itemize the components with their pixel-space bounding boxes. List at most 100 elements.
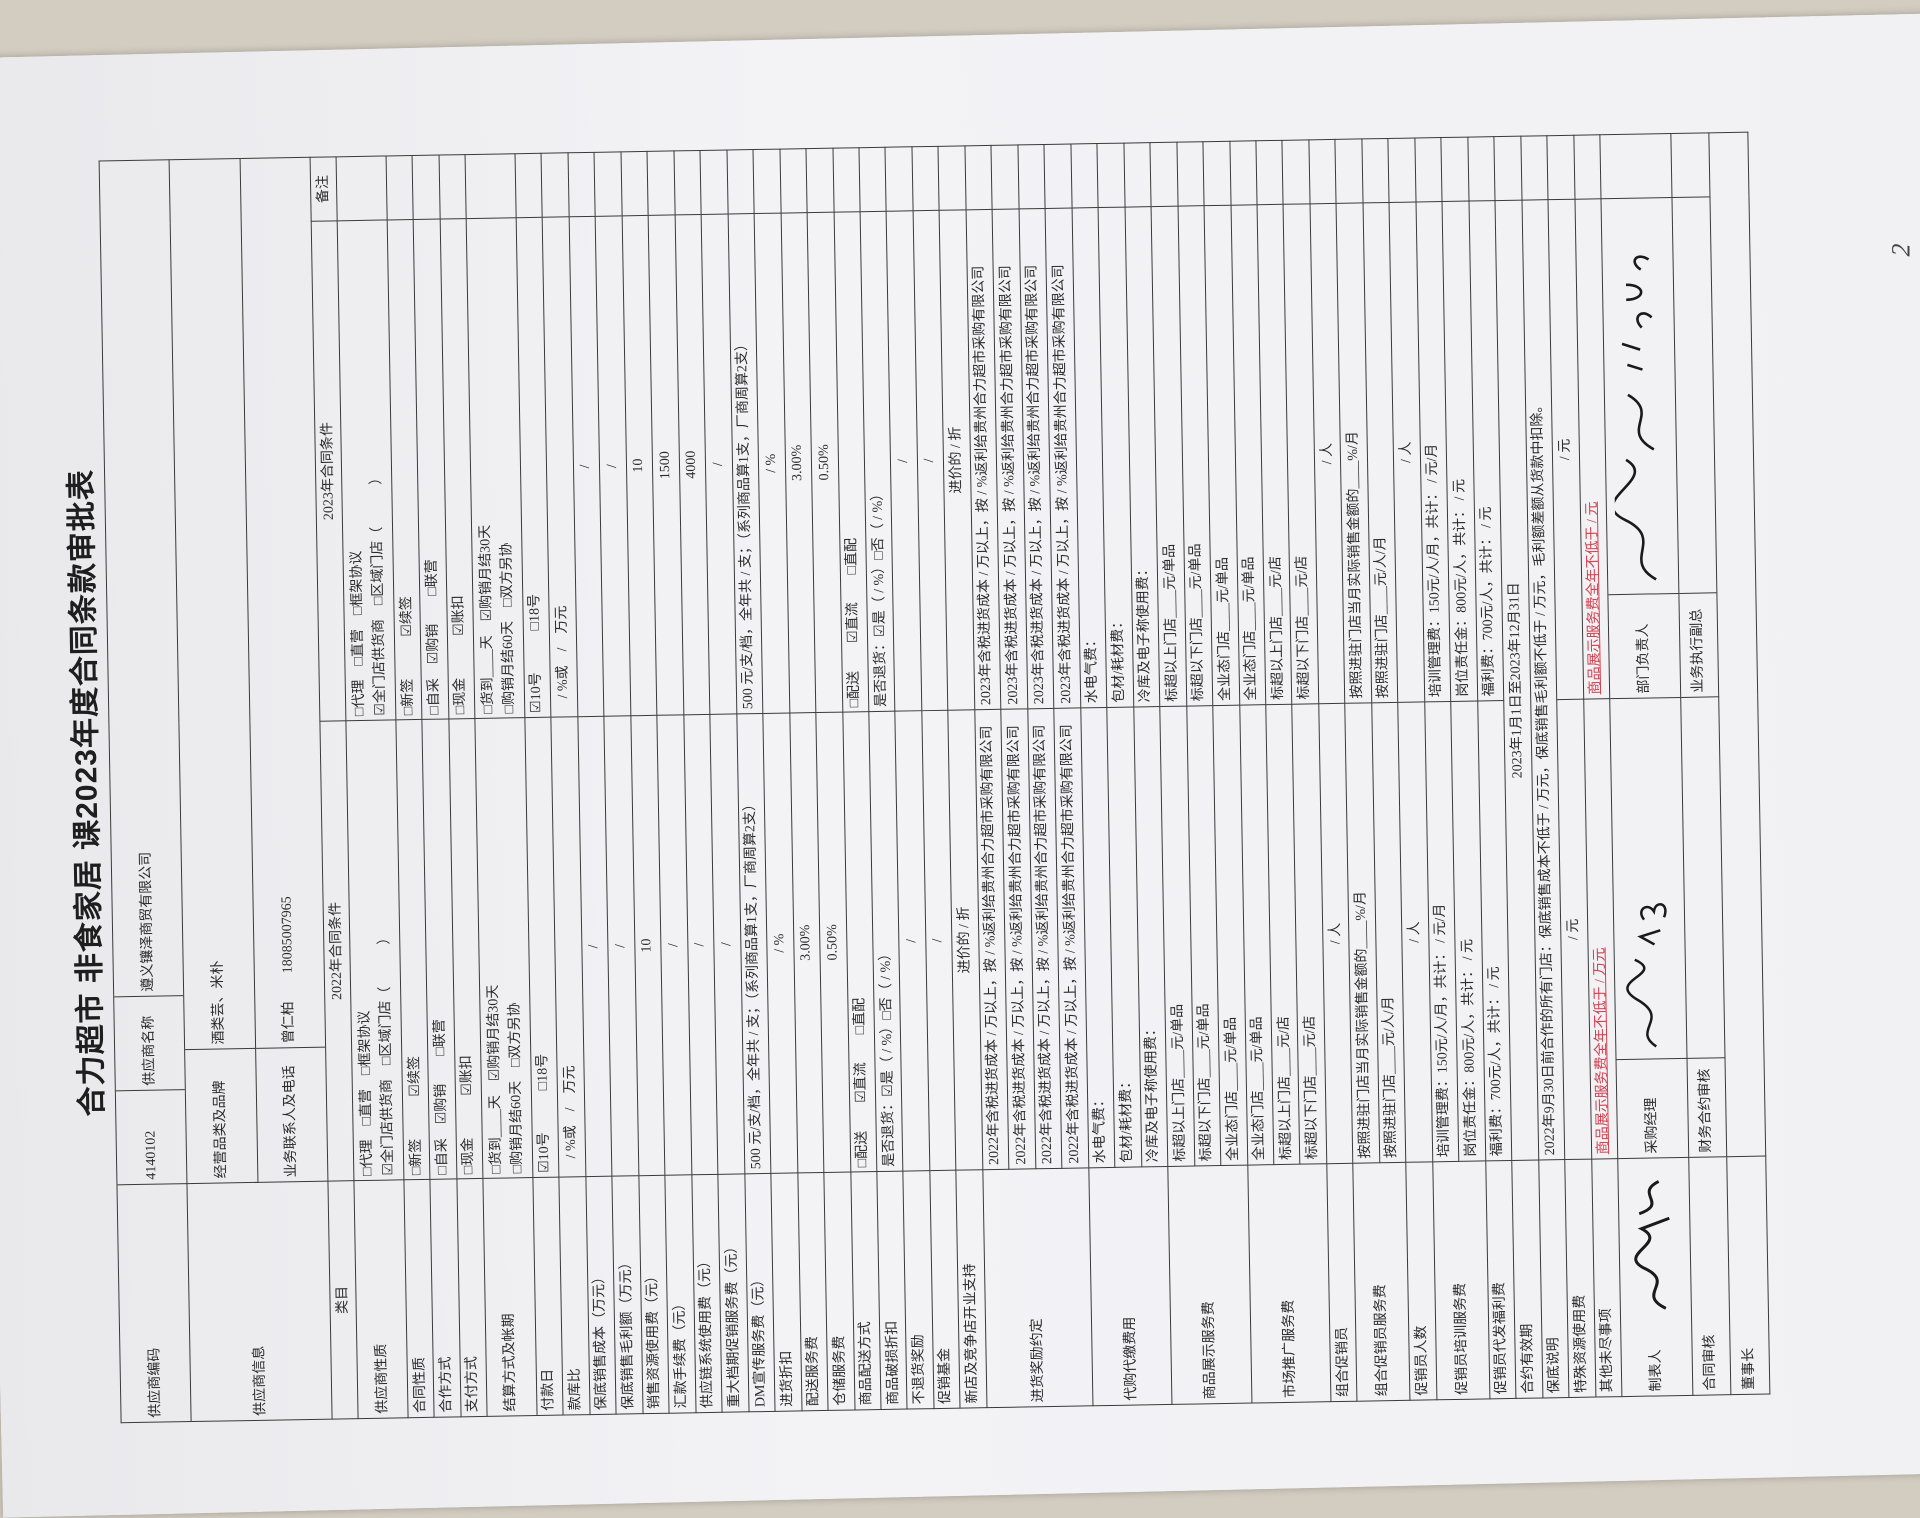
remarks-cell	[620, 151, 649, 216]
row-label: 促销基金	[929, 1170, 961, 1409]
row-label: 付款日	[532, 1177, 564, 1416]
dept-head-label: 部门负责人	[1635, 623, 1652, 694]
row-label: 款库比	[559, 1176, 590, 1416]
remarks-cell	[465, 153, 517, 219]
header-remarks: 备注	[310, 156, 338, 222]
value-2023: □代理 □直营 □框架协议 ☑全门店供货商 □区域门店（ ）	[337, 219, 396, 721]
remarks-cell	[336, 155, 388, 221]
row-label: 结算方式及帐期	[483, 1177, 537, 1417]
remarks-cell	[1282, 139, 1310, 205]
row-label: 组合促销员服务费	[1353, 1162, 1411, 1402]
form-table: 供应商编码 4140102 供应商名称 遵义镶泽商贸有限公司 供应商信息 经营品…	[99, 132, 1771, 1424]
remarks-cell	[753, 149, 781, 214]
finance-review-label: 财务合约审核	[1698, 1068, 1715, 1153]
remarks-cell	[1017, 144, 1046, 209]
supplier-info-label: 供应商信息	[187, 1181, 333, 1422]
row-label: 新店及竞争店开业支持	[956, 1169, 987, 1409]
remarks-cell	[1520, 135, 1549, 201]
remarks-cell	[1044, 143, 1072, 209]
remarks-cell	[673, 150, 702, 215]
row-label: 商品破损折扣	[876, 1171, 908, 1410]
remarks-cell	[1097, 143, 1125, 208]
row-label: 仓储服务费	[823, 1172, 855, 1411]
remarks-cell	[1123, 142, 1152, 208]
remarks-cell	[594, 151, 622, 217]
supplier-name: 遵义镶泽商贸有限公司	[99, 160, 184, 998]
contact-label: 业务联系人及电话	[282, 1065, 300, 1178]
row-label: DM宣传服务费（元）	[744, 1173, 776, 1412]
value-2022: □货到____天 ☑购销月结30天 □购销月结60天 □双方另协	[475, 717, 533, 1179]
remarks-cell	[700, 150, 728, 215]
row-label: 促销员培训服务费	[1432, 1160, 1490, 1400]
remarks-cell	[514, 153, 543, 218]
remarks-cell	[1361, 138, 1390, 203]
remarks-cell	[1308, 139, 1337, 204]
supplier-code: 4140102	[143, 1130, 159, 1180]
remarks-cell	[1202, 141, 1231, 206]
remarks-cell	[1150, 142, 1178, 207]
row-label: 合同性质	[403, 1179, 435, 1418]
red-note: 商品展示服务费全年不低于 / 万元	[1592, 947, 1612, 1155]
row-label: 支付方式	[456, 1178, 488, 1417]
remarks-cell	[1441, 137, 1469, 202]
header-category: 类目	[327, 1180, 359, 1420]
row-label: 供应商性质	[354, 1179, 409, 1419]
supplier-code-label: 供应商编码	[116, 1183, 192, 1423]
row-label: 保底销售成本（万元）	[585, 1176, 617, 1415]
remarks-cell	[1467, 136, 1496, 202]
remarks-cell	[438, 154, 467, 220]
row-label: 代购代缴费用	[1088, 1166, 1173, 1406]
purchase-manager-cell: 采购经理	[1609, 697, 1689, 1159]
remarks-cell	[412, 155, 441, 220]
row-label: 进货折扣	[770, 1172, 802, 1412]
row-label: 促销员人数	[1406, 1161, 1437, 1401]
signoff-remarks-1	[1600, 133, 1672, 199]
preparer-signature	[1619, 1158, 1691, 1318]
page-number-mark: 2	[1886, 243, 1916, 257]
preparer-label: 制表人	[1648, 1349, 1665, 1392]
row-label: 进货奖励约定	[982, 1167, 1093, 1408]
remarks-cell	[832, 147, 861, 213]
row-label: 组合促销员	[1326, 1163, 1358, 1402]
remarks-cell	[964, 145, 993, 210]
contract-review-label: 合同审核	[1688, 1156, 1732, 1396]
row-label: 商品展示服务费	[1167, 1165, 1252, 1405]
remarks-cell	[779, 148, 808, 214]
purchase-manager-label: 采购经理	[1644, 1097, 1661, 1154]
row-label: 汇款手续费（元）	[665, 1174, 696, 1414]
row-label: 销售资源使用费（元）	[638, 1175, 670, 1414]
remarks-cell	[1070, 143, 1099, 209]
row-label: 供应链系统使用费（元）	[691, 1174, 723, 1413]
remarks-cell	[1547, 135, 1575, 200]
row-label: 合作方式	[430, 1178, 461, 1418]
signoff-remarks-2	[1670, 132, 1711, 198]
remarks-cell	[938, 145, 966, 211]
remarks-cell	[858, 147, 887, 212]
value-2023: □货到____天 ☑购销月结30天 □购销月结60天 □双方另协	[466, 217, 525, 719]
remarks-cell	[1494, 136, 1522, 201]
dept-head-signature	[1601, 198, 1679, 596]
supplier-name-label: 供应商名称	[114, 996, 186, 1092]
remarks-cell	[385, 155, 414, 220]
row-label: 合约有效期	[1511, 1160, 1543, 1399]
remarks-cell	[1229, 140, 1258, 206]
remarks-cell	[991, 144, 1019, 210]
row-label: 配送服务费	[797, 1172, 829, 1411]
remarks-cell	[726, 149, 755, 215]
remarks-cell	[567, 152, 596, 217]
row-label: 商品配送方式	[850, 1171, 881, 1410]
preparer-cell: 制表人	[1618, 1157, 1693, 1397]
row-label: 特殊资源使用费	[1564, 1159, 1596, 1398]
exec-vp-label: 业务执行副总	[1690, 608, 1707, 693]
row-label: 其他未尽事项	[1591, 1158, 1623, 1398]
remarks-cell	[647, 150, 675, 216]
exec-vp-signature	[1672, 197, 1717, 594]
finance-review-signature	[1680, 697, 1725, 1059]
remarks-cell	[911, 146, 940, 211]
remarks-cell	[1388, 137, 1416, 203]
row-label: 保底销售毛利额（万元）	[612, 1175, 643, 1415]
remarks-cell	[1414, 137, 1443, 202]
remarks-cell	[1255, 140, 1284, 205]
value-2022: □代理 □直营 □框架协议 ☑全门店供货商 □区域门店（ ）	[346, 719, 404, 1181]
remarks-cell	[541, 152, 569, 218]
